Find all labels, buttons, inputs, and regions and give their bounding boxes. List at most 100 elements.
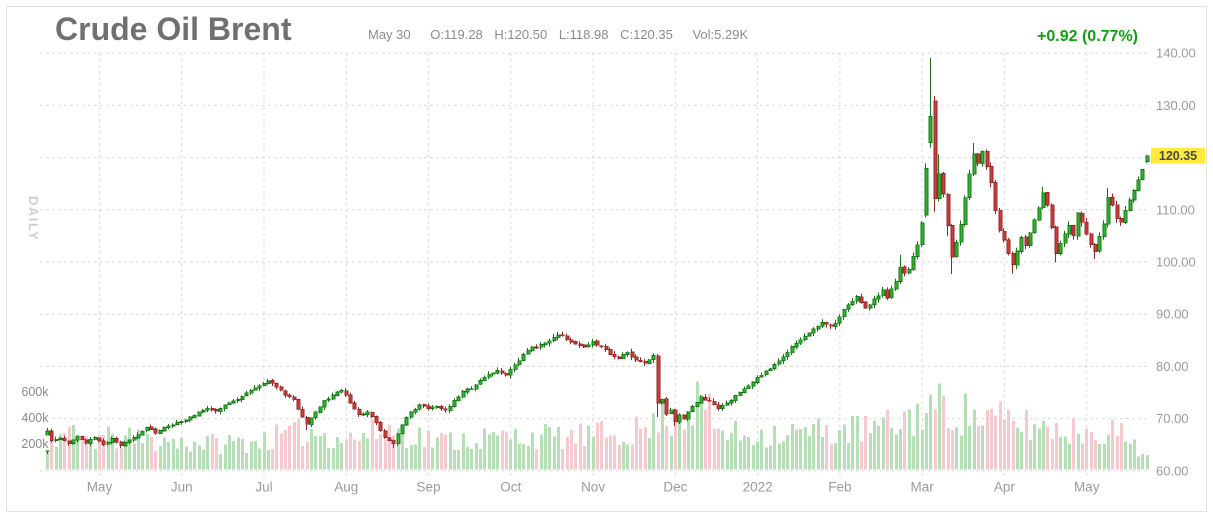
candle <box>725 400 730 406</box>
candle <box>58 437 63 441</box>
volume-bar <box>1146 455 1149 470</box>
candle <box>963 195 968 227</box>
time-axis-label: Sep <box>417 480 441 495</box>
volume-bar <box>189 451 192 470</box>
volume-bar <box>172 438 175 470</box>
time-axis-label: Jul <box>255 480 272 495</box>
time-axis-label: Oct <box>500 480 521 495</box>
candle <box>175 419 180 426</box>
volume-bar <box>994 415 997 470</box>
volume-bar <box>605 437 608 470</box>
candle <box>915 241 920 260</box>
volume-bar <box>570 429 573 470</box>
ohlc-high: H:120.50 <box>494 27 548 42</box>
volume-bar <box>72 424 75 470</box>
candle <box>790 345 795 356</box>
volume-bar <box>869 432 872 470</box>
volume-bar <box>540 434 543 470</box>
volume-bar <box>553 436 556 470</box>
volume-bar <box>977 426 980 470</box>
candle <box>1015 247 1020 270</box>
volume-bar <box>773 425 776 470</box>
candle <box>703 394 708 401</box>
volume-bar <box>747 437 750 470</box>
volume-bar <box>808 435 811 470</box>
volume-bar <box>968 426 971 470</box>
candle <box>803 333 808 342</box>
volume-bar <box>683 429 686 470</box>
candle <box>552 334 557 343</box>
volume-bar <box>890 428 893 470</box>
volume-bar <box>1141 454 1144 470</box>
candle <box>305 415 310 431</box>
volume-bar <box>1042 420 1045 470</box>
candle <box>192 414 197 419</box>
candle <box>123 440 128 447</box>
volume-bar <box>678 421 681 470</box>
candle <box>270 378 275 387</box>
candle <box>980 150 985 167</box>
volume-bar <box>942 395 945 470</box>
volume-bar <box>1038 428 1041 470</box>
candle <box>850 298 855 307</box>
volume-bar <box>492 432 495 470</box>
volume-bar <box>622 442 625 470</box>
candle <box>707 397 712 402</box>
volume-bar <box>219 454 222 470</box>
volume-bar <box>1007 410 1010 470</box>
volume-bar <box>955 427 958 470</box>
volume-bar <box>635 416 638 470</box>
volume-bar <box>293 421 296 470</box>
price-axis-label: 130.00 <box>1156 98 1196 113</box>
candle <box>266 379 271 385</box>
candle <box>171 423 176 428</box>
volume-bar <box>366 438 369 470</box>
candle <box>1089 232 1094 248</box>
volume-bar <box>834 442 837 470</box>
price-axis-label: 140.00 <box>1156 46 1196 61</box>
volume-bar <box>583 446 586 470</box>
volume-bar <box>877 425 880 470</box>
volume-bar <box>908 409 911 470</box>
volume-bar <box>882 417 885 470</box>
candle <box>898 254 903 284</box>
volume-bar <box>193 441 196 470</box>
candle <box>811 327 816 337</box>
volume-bar <box>418 427 421 470</box>
price-axis-label: 90.00 <box>1156 307 1189 322</box>
volume-bar <box>531 432 534 470</box>
last-price-badge: 120.35 <box>1151 147 1205 164</box>
volume-bar <box>284 430 287 470</box>
volume-axis-label: 200k <box>21 437 49 451</box>
candle <box>768 367 773 371</box>
candle <box>158 429 163 434</box>
candle <box>1132 189 1137 203</box>
candle <box>695 402 700 408</box>
volume-bar <box>657 432 660 470</box>
volume-bar <box>618 445 621 470</box>
candle <box>465 387 470 395</box>
candle <box>777 358 782 366</box>
volume-bar <box>185 446 188 470</box>
volume-bar <box>206 436 209 470</box>
volume-bar <box>860 441 863 470</box>
candle <box>807 332 812 337</box>
time-axis-label: Nov <box>581 480 605 495</box>
candle <box>733 395 738 403</box>
candle <box>322 399 327 411</box>
volume-bar <box>271 449 274 470</box>
candle <box>75 435 80 443</box>
volume-bar <box>561 449 564 470</box>
volume-label-backing <box>12 435 50 451</box>
candle <box>166 423 171 430</box>
candle <box>517 357 522 367</box>
volume-bar <box>592 436 595 470</box>
volume-bar <box>1111 419 1114 470</box>
candle <box>149 424 154 431</box>
volume-bar <box>1055 423 1058 470</box>
volume-bar <box>150 436 153 470</box>
candle <box>885 287 890 301</box>
candle <box>365 409 370 418</box>
candle <box>989 162 994 188</box>
